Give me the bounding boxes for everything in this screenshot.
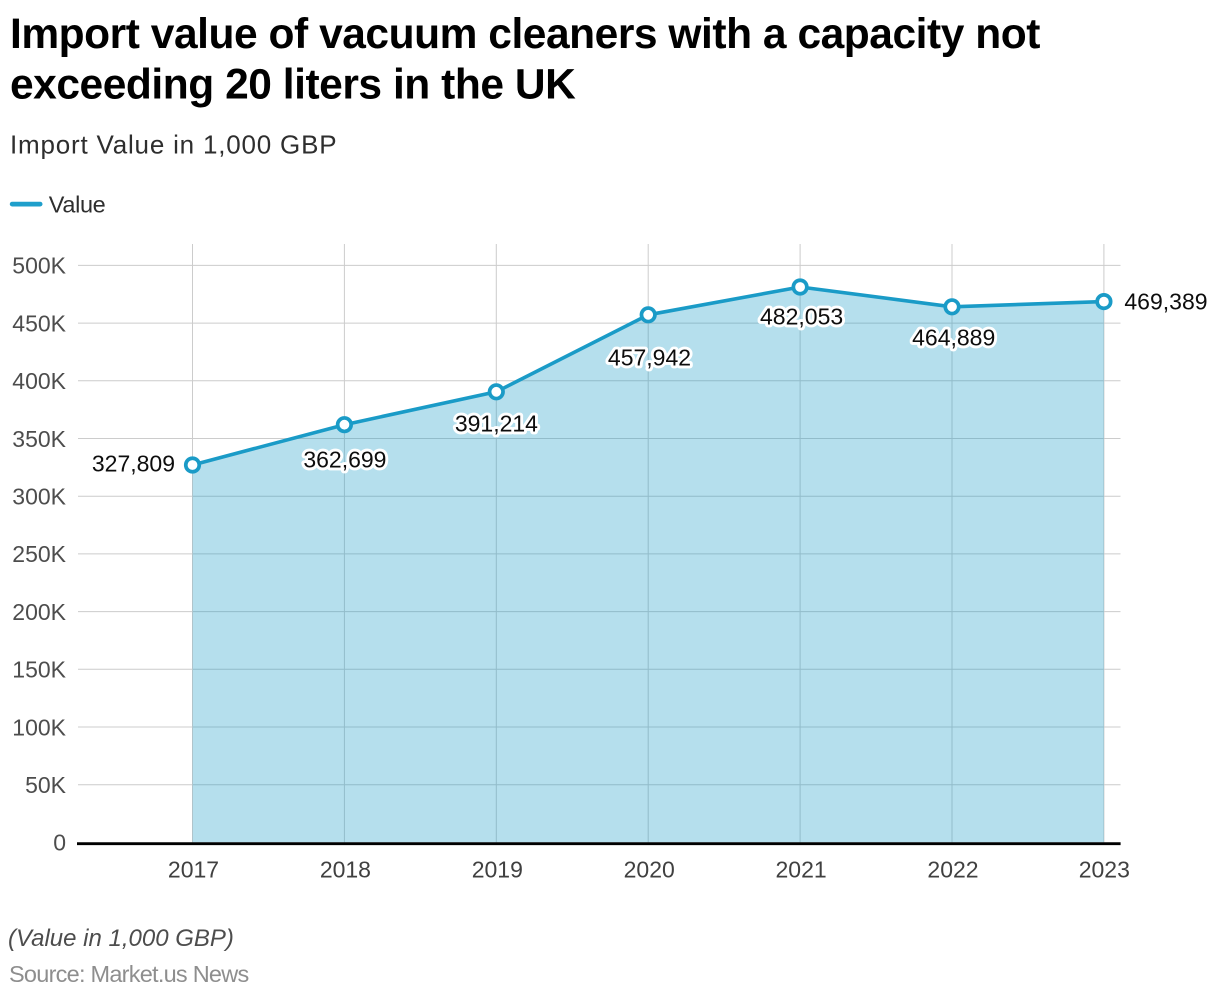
svg-text:350K: 350K xyxy=(12,426,66,452)
svg-text:2022: 2022 xyxy=(927,857,978,883)
svg-text:469,389: 469,389 xyxy=(1124,289,1207,315)
svg-text:391,214: 391,214 xyxy=(455,411,538,437)
svg-text:0: 0 xyxy=(53,829,66,855)
svg-text:Import value of vacuum cleaner: Import value of vacuum cleaners with a c… xyxy=(10,11,1040,58)
svg-text:(Value in 1,000 GBP): (Value in 1,000 GBP) xyxy=(8,925,234,952)
svg-text:2023: 2023 xyxy=(1079,857,1130,883)
svg-text:50K: 50K xyxy=(25,772,67,798)
svg-text:exceeding 20 liters in the UK: exceeding 20 liters in the UK xyxy=(10,61,576,108)
svg-text:Value: Value xyxy=(49,191,106,217)
svg-text:362,699: 362,699 xyxy=(303,447,386,473)
svg-text:2021: 2021 xyxy=(776,857,827,883)
svg-text:2020: 2020 xyxy=(624,857,675,883)
svg-text:464,889: 464,889 xyxy=(912,325,995,351)
svg-text:Source: Market.us News: Source: Market.us News xyxy=(9,961,248,987)
svg-text:150K: 150K xyxy=(12,657,66,683)
svg-text:Import Value in 1,000 GBP: Import Value in 1,000 GBP xyxy=(10,130,337,160)
svg-text:2019: 2019 xyxy=(472,857,523,883)
svg-text:2017: 2017 xyxy=(168,857,219,883)
svg-text:200K: 200K xyxy=(12,599,66,625)
svg-text:450K: 450K xyxy=(12,310,66,336)
svg-text:100K: 100K xyxy=(12,714,66,740)
svg-text:500K: 500K xyxy=(12,253,66,279)
svg-text:300K: 300K xyxy=(12,484,66,510)
svg-text:457,942: 457,942 xyxy=(608,345,691,371)
svg-text:482,053: 482,053 xyxy=(760,304,843,330)
svg-text:2018: 2018 xyxy=(320,857,371,883)
svg-text:400K: 400K xyxy=(12,368,66,394)
svg-text:250K: 250K xyxy=(12,541,66,567)
svg-text:327,809: 327,809 xyxy=(92,451,175,477)
